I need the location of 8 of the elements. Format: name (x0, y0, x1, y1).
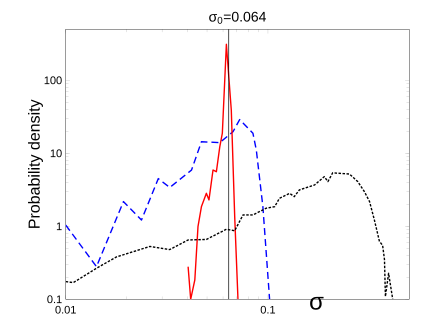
chart-title: σ$_{0}$=0.064 (209, 12, 266, 24)
x-tick-label: 0.01 (55, 306, 76, 314)
y-tick-label: 10 (50, 149, 62, 158)
y-tick-label: 100 (44, 76, 62, 84)
y-axis-title: Probability density (28, 99, 43, 228)
y-tick-label: 0.1 (47, 295, 62, 304)
x-axis-title: σ (310, 296, 324, 310)
y-tick-label: 1 (56, 222, 62, 230)
